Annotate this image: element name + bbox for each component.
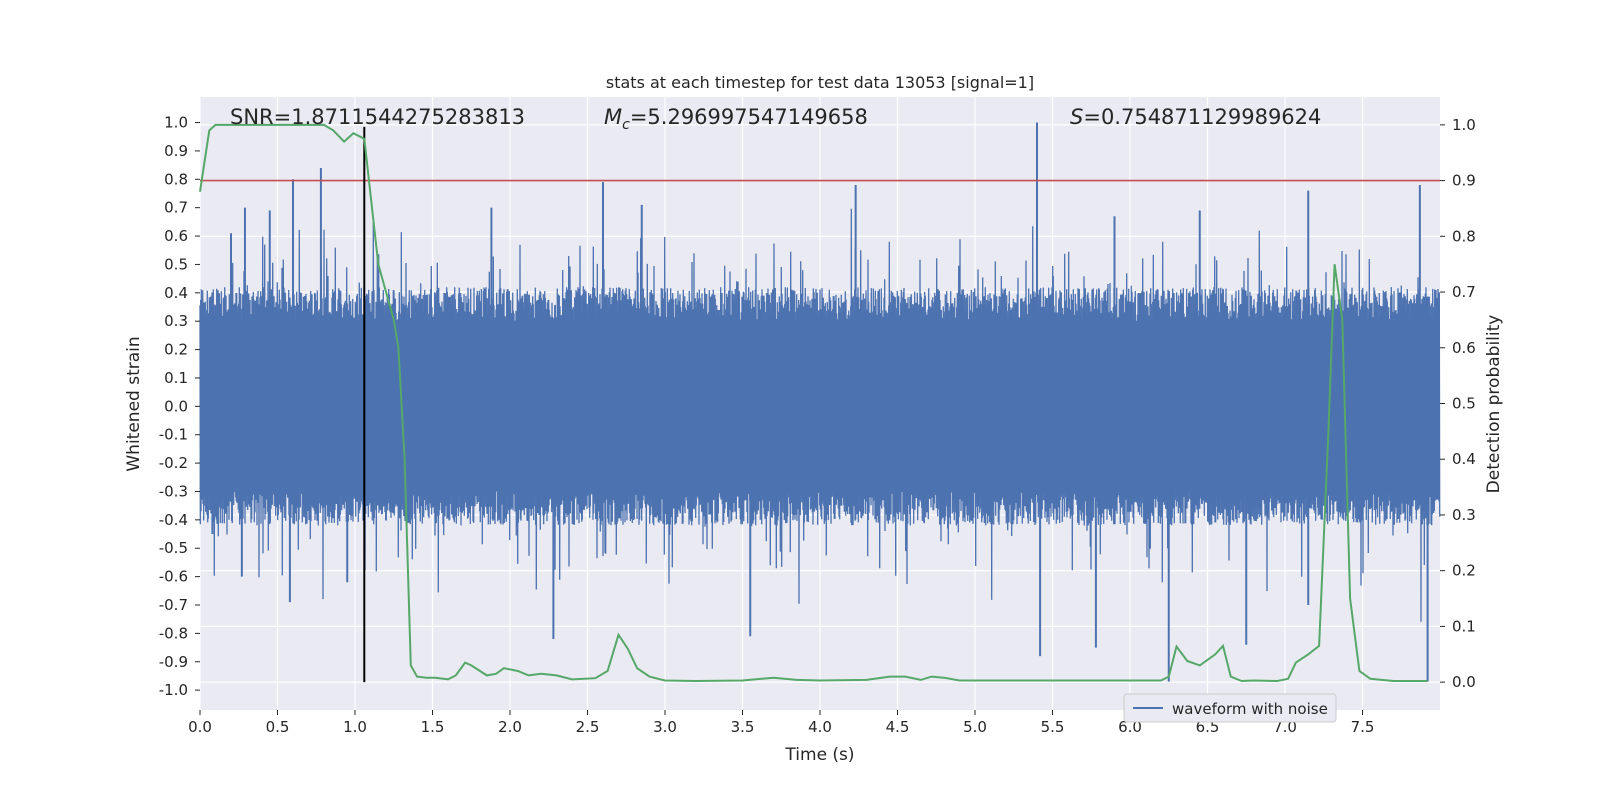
- left-tick-label: -1.0: [159, 681, 188, 699]
- right-tick-label: 0.1: [1452, 617, 1476, 635]
- x-axis-label: Time (s): [784, 745, 854, 765]
- x-tick-label: 4.5: [886, 718, 910, 736]
- x-tick-label: 1.5: [421, 718, 445, 736]
- right-tick-label: 0.6: [1452, 339, 1476, 357]
- s-value: =0.754871129989624: [1083, 105, 1321, 129]
- left-tick-label: 0.6: [164, 227, 188, 245]
- right-axis-ticks: 1.0 0.9 0.8 0.7 0.6 0.5 0.4 0.3 0.2 0.1 0.0: [1440, 116, 1476, 691]
- left-tick-label: 1.0: [164, 114, 188, 132]
- mc-value: =5.296997547149658: [630, 105, 868, 129]
- left-tick-label: -0.1: [159, 426, 188, 444]
- x-tick-label: 5.5: [1041, 718, 1065, 736]
- x-tick-label: 1.0: [343, 718, 367, 736]
- x-tick-label: 2.5: [576, 718, 600, 736]
- right-tick-label: 0.4: [1452, 450, 1476, 468]
- legend-box: [1123, 693, 1337, 723]
- mc-annotation: Mc=5.296997547149658: [604, 105, 868, 133]
- mc-symbol: M: [604, 105, 622, 129]
- snr-annotation: SNR=1.8711544275283813: [230, 105, 525, 129]
- x-tick-label: 0.0: [188, 718, 212, 736]
- left-tick-label: 0.0: [164, 397, 188, 415]
- x-tick-label: 2.0: [498, 718, 522, 736]
- waveform-series: [199, 122, 1441, 682]
- left-tick-label: 0.7: [164, 199, 188, 217]
- left-tick-label: 0.4: [164, 284, 188, 302]
- left-tick-label: -0.9: [159, 653, 188, 671]
- left-tick-label: 0.1: [164, 369, 188, 387]
- x-axis-ticks: 0.0 0.5 1.0 1.5 2.0 2.5 3.0 3.5 4.0 4.5 5.0 5.5 6.0 6…: [188, 710, 1374, 736]
- left-tick-label: 0.3: [164, 312, 188, 330]
- waveform-trace: [199, 208, 1441, 622]
- left-tick-label: 0.5: [164, 255, 188, 273]
- mc-subscript: c: [622, 117, 630, 133]
- right-tick-label: 0.7: [1452, 283, 1476, 301]
- right-tick-label: 0.9: [1452, 172, 1476, 190]
- left-tick-label: 0.2: [164, 341, 188, 359]
- right-tick-label: 0.5: [1452, 395, 1476, 413]
- legend: waveform with noise: [1123, 693, 1337, 723]
- s-symbol: S: [1070, 105, 1083, 129]
- s-annotation: S=0.754871129989624: [1070, 105, 1321, 129]
- left-tick-label: -0.3: [159, 482, 188, 500]
- left-tick-label: -0.6: [159, 568, 188, 586]
- right-tick-label: 1.0: [1452, 116, 1476, 134]
- right-tick-label: 0.0: [1452, 673, 1476, 691]
- y-axis-label-right: Detection probability: [1484, 315, 1504, 494]
- y-axis-label-left: Whitened strain: [124, 336, 144, 471]
- right-tick-label: 0.8: [1452, 227, 1476, 245]
- left-tick-label: 0.8: [164, 170, 188, 188]
- left-tick-label: -0.2: [159, 454, 188, 472]
- left-tick-label: -0.5: [159, 539, 188, 557]
- x-tick-label: 7.5: [1351, 718, 1375, 736]
- x-tick-label: 0.5: [266, 718, 290, 736]
- right-tick-label: 0.2: [1452, 562, 1476, 580]
- left-tick-label: -0.8: [159, 624, 188, 642]
- probability-series: [199, 123, 1428, 683]
- left-tick-label: -0.4: [159, 511, 188, 529]
- right-tick-label: 0.3: [1452, 506, 1476, 524]
- overlay-lines: [200, 126, 1440, 683]
- x-tick-label: 3.5: [731, 718, 755, 736]
- legend-label: waveform with noise: [1172, 700, 1328, 718]
- chart-title: stats at each timestep for test data 130…: [606, 73, 1034, 92]
- left-axis-ticks: 1.0 0.9 0.8 0.7 0.6 0.5 0.4 0.3 0.2 0.1 0.0 -0.1 -0.…: [159, 114, 200, 699]
- left-tick-label: 0.9: [164, 142, 188, 160]
- probability-line: [199, 123, 1428, 683]
- x-tick-label: 5.0: [963, 718, 987, 736]
- x-tick-label: 4.0: [808, 718, 832, 736]
- left-tick-label: -0.7: [159, 596, 188, 614]
- x-tick-label: 3.0: [653, 718, 677, 736]
